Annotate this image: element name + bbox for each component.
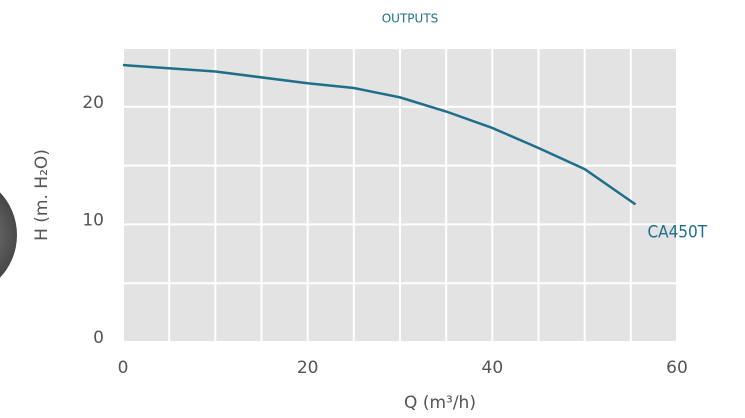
y-tick-label: 0 [93, 328, 104, 348]
x-tick-label: 0 [118, 358, 129, 378]
x-tick-label: 20 [297, 358, 319, 378]
y-tick-label: 10 [82, 210, 104, 230]
x-tick-label: 60 [666, 358, 688, 378]
x-axis-label: Q (m³/h) [404, 393, 476, 413]
y-axis-label: H (m. H₂O) [32, 149, 52, 241]
y-tick-label: 20 [82, 93, 104, 113]
series-line [122, 63, 637, 206]
series-label: CA450T [647, 222, 707, 242]
x-tick-label: 40 [482, 358, 504, 378]
pump-image [0, 192, 17, 278]
chart-title: OUTPUTS [382, 12, 439, 26]
